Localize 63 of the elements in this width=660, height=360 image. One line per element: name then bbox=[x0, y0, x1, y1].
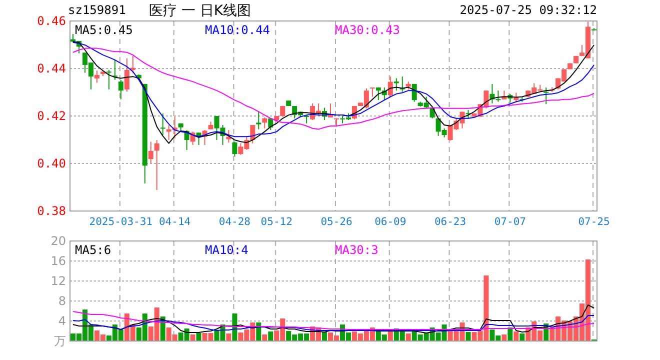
bar bbox=[502, 334, 507, 341]
x-tick-label: 06-09 bbox=[374, 216, 406, 228]
candlestick bbox=[226, 130, 232, 144]
y-tick-label: 12 bbox=[50, 274, 66, 288]
bar bbox=[520, 334, 525, 341]
candlestick bbox=[148, 141, 154, 164]
candlestick bbox=[118, 79, 124, 100]
y-tick-label: 20 bbox=[50, 234, 66, 248]
y-tick-label: 0.40 bbox=[37, 156, 66, 170]
candlestick bbox=[370, 87, 375, 98]
candlestick bbox=[328, 102, 334, 118]
bar bbox=[388, 331, 393, 341]
candlestick bbox=[112, 59, 118, 80]
bar bbox=[262, 334, 268, 341]
candlestick bbox=[376, 86, 381, 101]
line-series bbox=[72, 315, 595, 332]
candlestick bbox=[106, 69, 112, 90]
x-tick-label: 07-07 bbox=[494, 216, 526, 228]
candlestick bbox=[160, 112, 166, 136]
x-tick-label: 05-12 bbox=[260, 216, 292, 228]
text: MA10:0.44 bbox=[205, 23, 270, 37]
x-tick-label: 06-23 bbox=[434, 216, 466, 228]
candlestick bbox=[154, 139, 160, 191]
text: MA10:4 bbox=[205, 243, 248, 257]
y-tick-label: 4 bbox=[58, 314, 66, 328]
bar bbox=[406, 334, 411, 341]
series-label: MA5:0.45 bbox=[75, 23, 133, 37]
candlestick bbox=[256, 110, 262, 130]
chart-title: 医疗 一 日K线图 bbox=[148, 3, 252, 19]
candlestick bbox=[94, 70, 100, 84]
text: MA30:0.43 bbox=[335, 23, 400, 37]
bar bbox=[514, 332, 519, 341]
text: 2025-07-25 09:32:12 bbox=[460, 3, 597, 17]
x-tick-label: 2025-03-31 bbox=[89, 216, 153, 228]
bar bbox=[322, 332, 328, 341]
bar bbox=[268, 332, 274, 341]
y-tick-label: 16 bbox=[50, 254, 66, 268]
y-tick-label: 0.46 bbox=[37, 14, 66, 28]
candlestick bbox=[544, 87, 549, 105]
y-tick-label: 万 bbox=[54, 334, 66, 348]
line-series bbox=[72, 311, 595, 330]
x-tick-label: 04-14 bbox=[158, 216, 191, 228]
bar bbox=[196, 333, 202, 341]
x-tick-label: 07-25 bbox=[578, 216, 610, 228]
candlestick bbox=[280, 106, 286, 118]
text: sz159891 bbox=[68, 3, 126, 17]
candlestick bbox=[250, 124, 256, 144]
x-tick-label: 04-28 bbox=[218, 216, 250, 228]
candlestick bbox=[232, 141, 238, 158]
x-tick-label: 05-26 bbox=[320, 216, 352, 228]
y-tick-label: 0.44 bbox=[37, 62, 66, 76]
bar bbox=[190, 334, 196, 341]
bar bbox=[226, 334, 232, 341]
candlestick bbox=[394, 78, 399, 92]
y-tick-label: 0.38 bbox=[37, 204, 66, 218]
line-series bbox=[72, 304, 595, 334]
bar bbox=[466, 332, 471, 341]
y-tick-label: 0.42 bbox=[37, 109, 66, 123]
text: MA30:3 bbox=[335, 243, 378, 257]
candlestick bbox=[124, 58, 130, 92]
candlestick bbox=[262, 116, 268, 129]
text: MA5:6 bbox=[75, 243, 112, 257]
y-tick-label: 8 bbox=[58, 294, 66, 308]
